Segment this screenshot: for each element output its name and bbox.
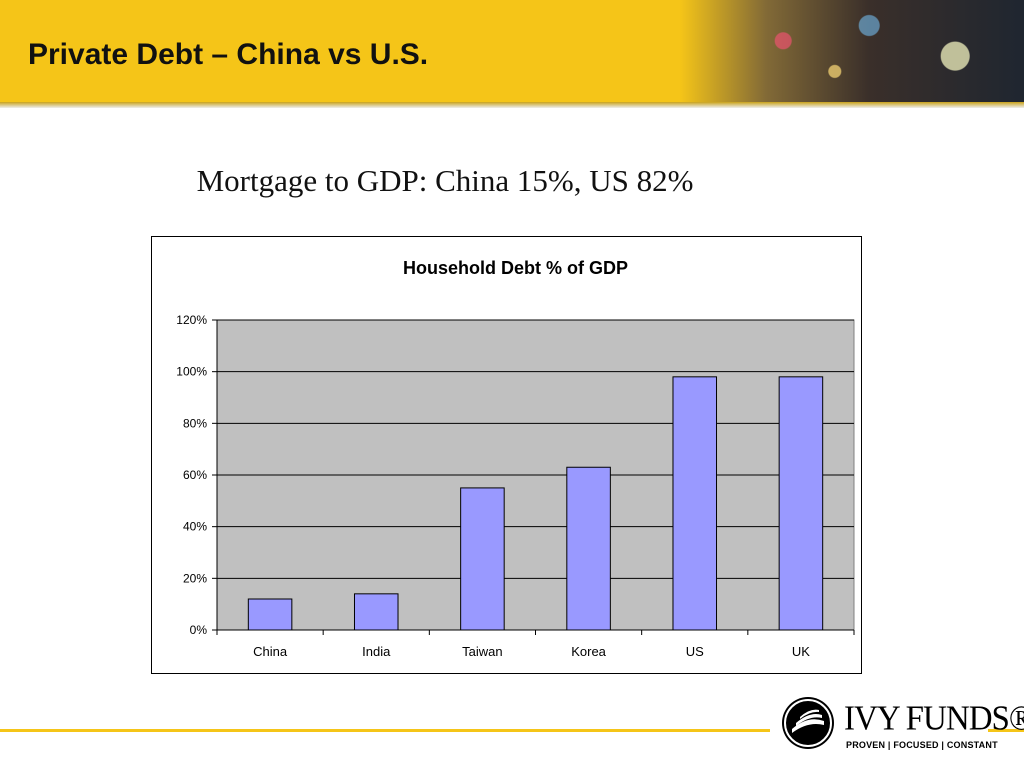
y-tick-label: 80%: [183, 416, 207, 430]
bar-taiwan: [460, 487, 505, 631]
footer-line-left: [0, 729, 770, 732]
bar-china: [247, 598, 293, 631]
y-tick-label: 120%: [176, 313, 207, 327]
x-tick-label: China: [253, 644, 288, 659]
x-tick-label: India: [362, 644, 391, 659]
y-tick-label: 60%: [183, 468, 207, 482]
slide-subtitle: Mortgage to GDP: China 15%, US 82%: [196, 163, 694, 198]
ivy-funds-logo: IVY FUNDS® PROVEN | FOCUSED | CONSTANT: [782, 697, 1024, 757]
bar-korea: [566, 466, 611, 631]
footer-line-right: [988, 729, 1024, 732]
y-tick-label: 20%: [183, 571, 207, 585]
bar-india: [353, 593, 399, 631]
slide-title: Private Debt – China vs U.S.: [28, 38, 429, 71]
x-tick-label: UK: [792, 644, 810, 659]
x-tick-label: Taiwan: [462, 644, 502, 659]
x-tick-label: Korea: [571, 644, 606, 659]
logo-wordmark: IVY FUNDS®: [844, 700, 1024, 738]
x-tick-label: US: [686, 644, 704, 659]
chart-title: Household Debt % of GDP: [403, 258, 628, 278]
bar-uk: [778, 376, 824, 631]
y-tick-label: 100%: [176, 365, 207, 379]
header-shadow: [0, 102, 1024, 108]
y-tick-label: 40%: [183, 520, 207, 534]
ivy-funds-emblem-icon: [782, 697, 834, 749]
logo-tagline: PROVEN | FOCUSED | CONSTANT: [846, 740, 998, 750]
y-tick-label: 0%: [190, 623, 208, 637]
header-city-photo: [680, 0, 1024, 102]
chart-frame: Household Debt % of GDP 0% 20% 40% 60% 80% 100…: [151, 236, 862, 674]
bar-us: [672, 376, 718, 631]
household-debt-chart: Household Debt % of GDP 0% 20% 40% 60% 80% 100…: [176, 258, 855, 659]
